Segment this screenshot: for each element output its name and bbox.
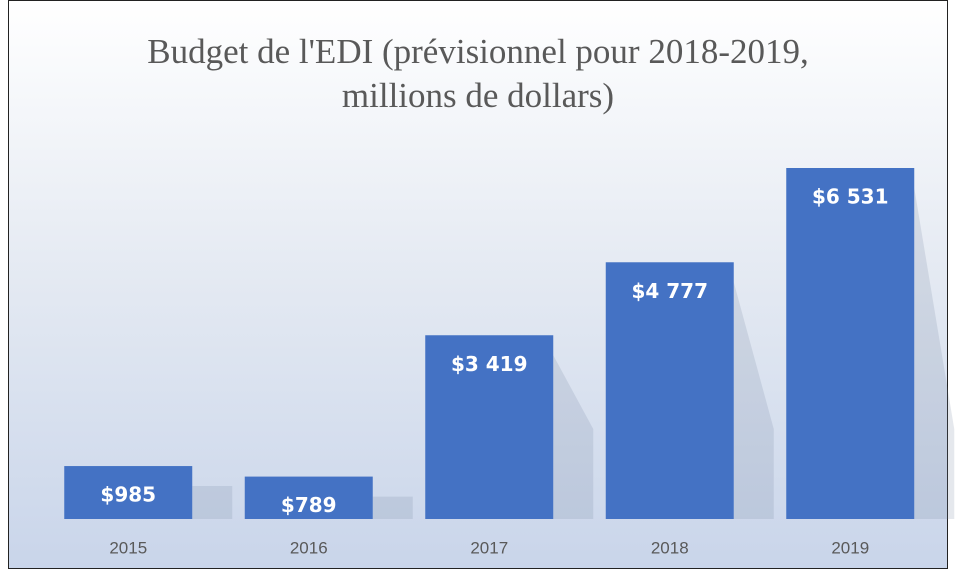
x-tick-label: 2016	[290, 538, 328, 557]
x-tick-label: 2019	[831, 538, 869, 557]
bar	[786, 168, 915, 519]
bar-shadow	[192, 486, 233, 519]
bar-shadow	[553, 355, 594, 519]
chart-title: Budget de l'EDI (prévisionnel pour 2018-…	[147, 32, 809, 115]
data-label: $3 419	[451, 352, 528, 376]
data-label: $789	[281, 493, 337, 517]
data-label: $4 777	[631, 279, 708, 303]
bar	[244, 476, 373, 519]
bar-shadow	[733, 282, 774, 519]
bar	[425, 335, 554, 519]
data-label: $6 531	[812, 185, 889, 209]
bar	[64, 466, 193, 519]
x-tick-label: 2017	[470, 538, 508, 557]
data-label: $985	[100, 483, 156, 507]
bar-shadow	[372, 496, 413, 519]
x-tick-label: 2018	[651, 538, 689, 557]
bar-shadow	[914, 188, 955, 519]
x-tick-label: 2015	[109, 538, 147, 557]
bar	[605, 262, 734, 519]
